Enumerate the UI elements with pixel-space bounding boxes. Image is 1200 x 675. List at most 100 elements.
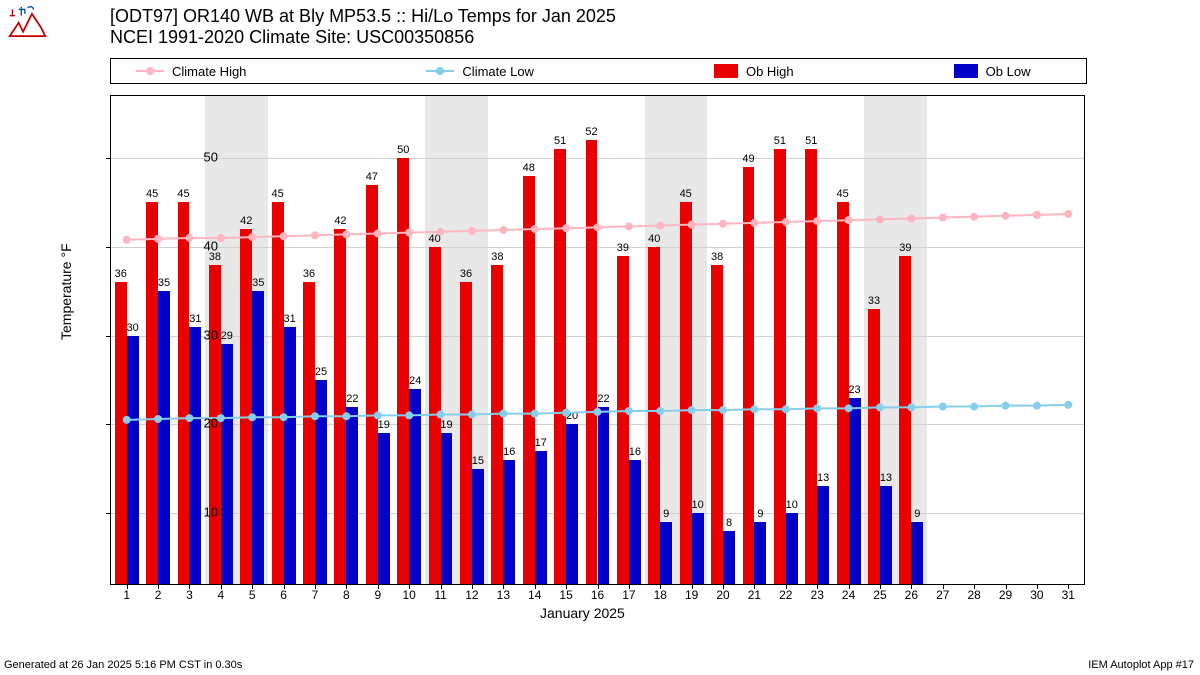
ob-high-bar — [491, 265, 503, 584]
xtick-label: 12 — [465, 588, 478, 602]
ob-high-label: 48 — [523, 162, 535, 174]
ob-low-label: 19 — [440, 419, 452, 431]
gridline — [111, 247, 1084, 248]
ob-high-bar — [680, 202, 692, 584]
ob-high-bar — [743, 167, 755, 584]
ob-high-bar — [899, 256, 911, 584]
ob-high-bar — [146, 202, 158, 584]
ob-high-label: 36 — [303, 268, 315, 280]
legend-climate-low-label: Climate Low — [462, 64, 534, 79]
ob-high-label: 45 — [272, 188, 284, 200]
ob-low-bar — [315, 380, 327, 584]
ob-high-label: 36 — [460, 268, 472, 280]
ob-high-label: 51 — [774, 135, 786, 147]
xtick-label: 28 — [967, 588, 980, 602]
xtick-label: 31 — [1062, 588, 1075, 602]
ob-high-bar — [272, 202, 284, 584]
xtick-label: 25 — [873, 588, 886, 602]
ob-low-bar — [849, 398, 861, 584]
xtick-label: 4 — [218, 588, 225, 602]
gridline — [111, 158, 1084, 159]
ob-high-bar — [460, 282, 472, 584]
ob-low-label: 35 — [158, 277, 170, 289]
ob-high-label: 42 — [240, 215, 252, 227]
xtick-label: 9 — [374, 588, 381, 602]
ob-low-label: 10 — [691, 499, 703, 511]
xtick-label: 1 — [123, 588, 130, 602]
xtick-label: 10 — [402, 588, 415, 602]
ob-high-label: 51 — [805, 135, 817, 147]
ob-low-label: 16 — [503, 446, 515, 458]
ob-high-label: 49 — [742, 153, 754, 165]
ob-high-label: 47 — [366, 171, 378, 183]
ob-low-label: 19 — [378, 419, 390, 431]
ob-low-bar — [660, 522, 672, 584]
ob-low-label: 8 — [726, 517, 732, 529]
ob-high-bar — [334, 229, 346, 584]
ob-high-label: 45 — [177, 188, 189, 200]
xtick-label: 13 — [497, 588, 510, 602]
ob-low-label: 13 — [817, 472, 829, 484]
ob-low-bar — [754, 522, 766, 584]
ob-high-label: 40 — [648, 233, 660, 245]
ytick-label: 30 — [188, 327, 218, 342]
xtick-label: 27 — [936, 588, 949, 602]
ob-low-bar — [723, 531, 735, 584]
ob-high-label: 52 — [585, 126, 597, 138]
ob-high-bar — [240, 229, 252, 584]
ob-high-bar — [303, 282, 315, 584]
ob-low-bar — [629, 460, 641, 584]
ob-low-bar — [441, 433, 453, 584]
xtick-label: 15 — [559, 588, 572, 602]
iem-logo — [5, 5, 50, 45]
ob-low-bar — [566, 424, 578, 584]
ob-low-bar — [409, 389, 421, 584]
xtick-label: 7 — [312, 588, 319, 602]
footer-left: Generated at 26 Jan 2025 5:16 PM CST in … — [4, 659, 242, 671]
ob-low-bar — [786, 513, 798, 584]
ob-low-bar — [189, 327, 201, 584]
ob-high-label: 45 — [837, 188, 849, 200]
ob-high-bar — [617, 256, 629, 584]
ytick-label: 40 — [188, 238, 218, 253]
xtick-label: 6 — [280, 588, 287, 602]
ob-low-label: 20 — [566, 410, 578, 422]
ob-low-bar — [880, 486, 892, 584]
ob-high-label: 39 — [617, 242, 629, 254]
xtick-label: 14 — [528, 588, 541, 602]
ob-high-bar — [868, 309, 880, 584]
ytick-label: 20 — [188, 416, 218, 431]
legend-ob-high-label: Ob High — [746, 64, 794, 79]
xtick-label: 17 — [622, 588, 635, 602]
ob-high-bar — [711, 265, 723, 584]
xtick-label: 8 — [343, 588, 350, 602]
legend-ob-high: Ob High — [714, 64, 794, 79]
ob-low-bar — [158, 291, 170, 584]
xtick-label: 26 — [905, 588, 918, 602]
ob-high-bar — [523, 176, 535, 584]
ob-high-bar — [366, 185, 378, 584]
ob-low-bar — [503, 460, 515, 584]
ob-low-label: 9 — [914, 508, 920, 520]
ob-high-label: 33 — [868, 295, 880, 307]
ob-high-bar — [115, 282, 127, 584]
ytick-mark — [106, 336, 111, 337]
ob-low-label: 17 — [535, 437, 547, 449]
legend-climate-high-label: Climate High — [172, 64, 246, 79]
legend-ob-low: Ob Low — [954, 64, 1031, 79]
ob-high-bar — [774, 149, 786, 584]
legend-ob-low-label: Ob Low — [986, 64, 1031, 79]
xaxis-label: January 2025 — [540, 605, 625, 621]
ob-high-bar — [397, 158, 409, 584]
ytick-mark — [106, 247, 111, 248]
ob-low-label: 13 — [880, 472, 892, 484]
ob-low-bar — [221, 344, 233, 584]
ob-low-bar — [284, 327, 296, 584]
plot-area: 1234567891011121314151617181920212223242… — [110, 95, 1085, 585]
footer-right: IEM Autoplot App #17 — [1088, 659, 1194, 671]
ob-low-bar — [252, 291, 264, 584]
ob-low-label: 22 — [346, 393, 358, 405]
ob-low-bar — [535, 451, 547, 584]
xtick-label: 19 — [685, 588, 698, 602]
ob-low-label: 22 — [597, 393, 609, 405]
